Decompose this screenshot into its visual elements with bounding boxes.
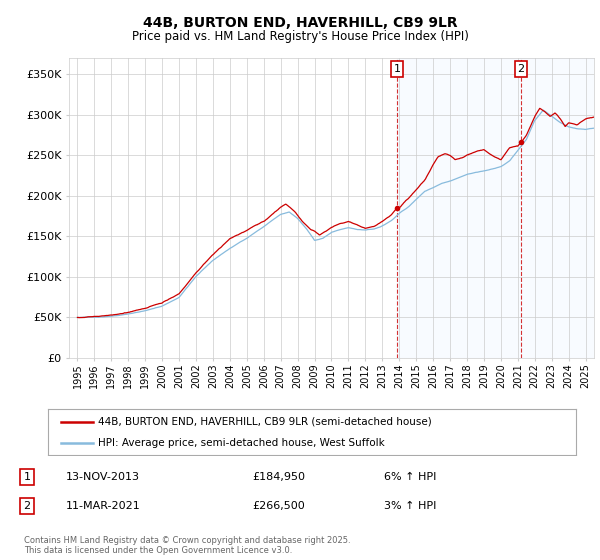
- Text: 2: 2: [23, 501, 31, 511]
- Text: 1: 1: [23, 472, 31, 482]
- Text: £266,500: £266,500: [252, 501, 305, 511]
- Text: Price paid vs. HM Land Registry's House Price Index (HPI): Price paid vs. HM Land Registry's House …: [131, 30, 469, 43]
- Text: 2: 2: [517, 64, 524, 74]
- Text: Contains HM Land Registry data © Crown copyright and database right 2025.
This d: Contains HM Land Registry data © Crown c…: [24, 536, 350, 555]
- Text: HPI: Average price, semi-detached house, West Suffolk: HPI: Average price, semi-detached house,…: [98, 438, 385, 448]
- Text: 11-MAR-2021: 11-MAR-2021: [66, 501, 141, 511]
- Text: 6% ↑ HPI: 6% ↑ HPI: [384, 472, 436, 482]
- Text: 44B, BURTON END, HAVERHILL, CB9 9LR: 44B, BURTON END, HAVERHILL, CB9 9LR: [143, 16, 457, 30]
- Bar: [397, 58, 600, 358]
- Text: 13-NOV-2013: 13-NOV-2013: [66, 472, 140, 482]
- Text: 44B, BURTON END, HAVERHILL, CB9 9LR (semi-detached house): 44B, BURTON END, HAVERHILL, CB9 9LR (sem…: [98, 417, 432, 427]
- Text: £184,950: £184,950: [252, 472, 305, 482]
- Text: 3% ↑ HPI: 3% ↑ HPI: [384, 501, 436, 511]
- Text: 1: 1: [394, 64, 401, 74]
